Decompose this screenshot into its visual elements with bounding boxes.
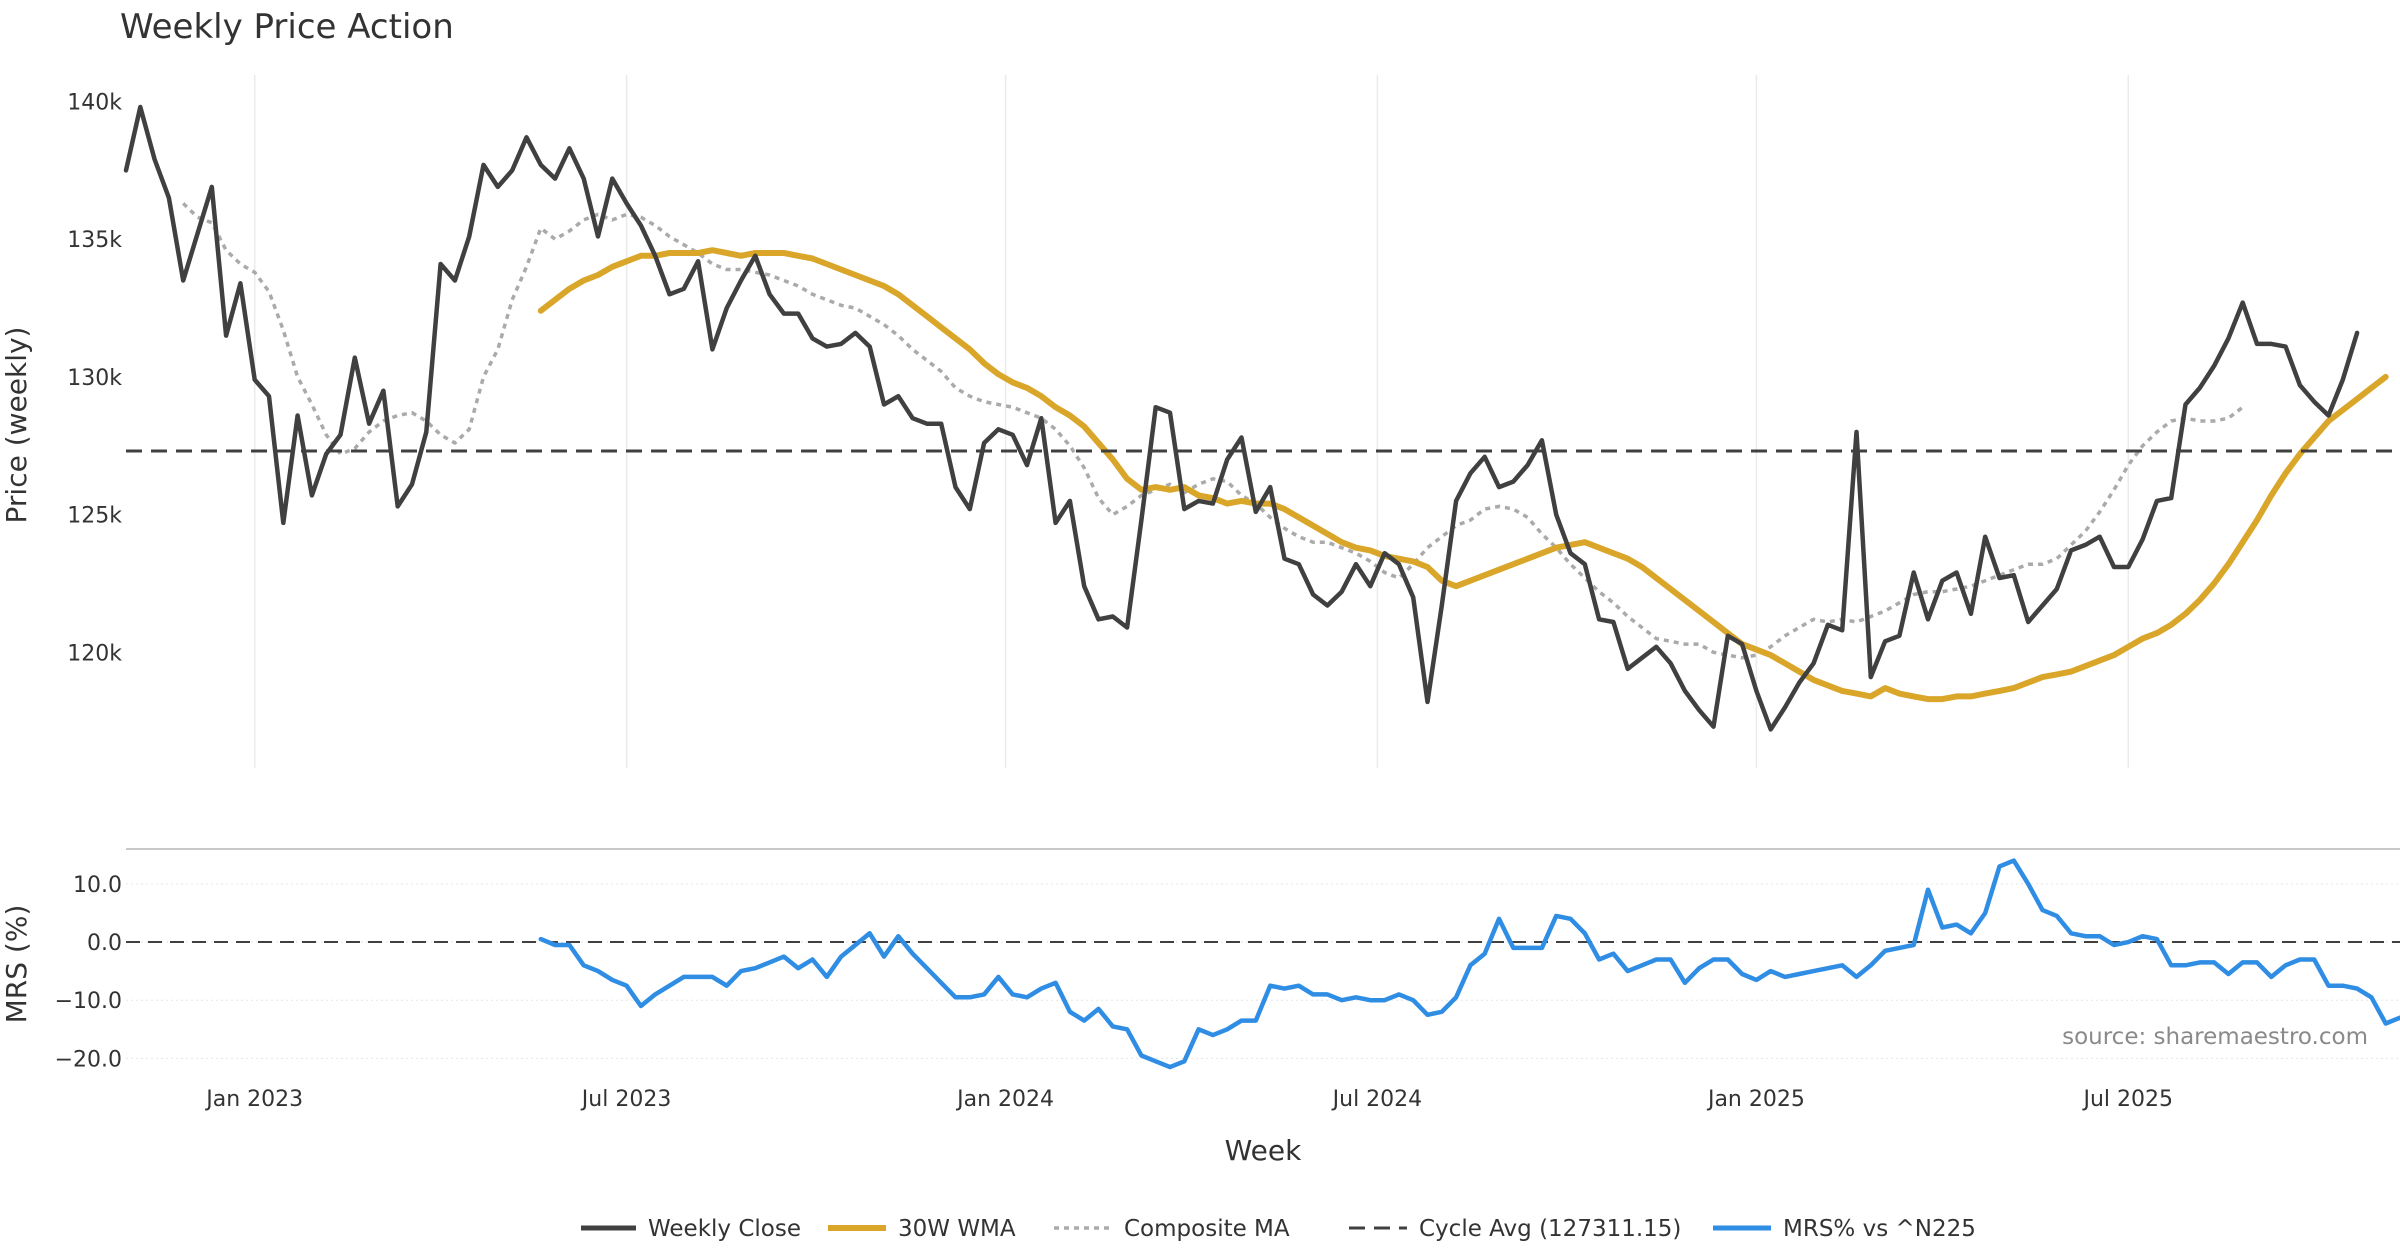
- x-tick-label: Jul 2024: [1331, 1087, 1423, 1112]
- price-y-tick-label: 130k: [67, 366, 122, 391]
- price-panel: 120k 125k 130k 135k 140k Price (weekly): [0, 75, 2400, 768]
- x-axis: Jan 2023 Jul 2023 Jan 2024 Jul 2024 Jan 2025…: [204, 1087, 2173, 1112]
- legend-label-wma: 30W WMA: [898, 1216, 1016, 1242]
- price-y-tick-label: 140k: [67, 91, 122, 116]
- x-tick-label: Jul 2023: [580, 1087, 672, 1112]
- price-y-axis-label: Price (weekly): [0, 327, 33, 524]
- wma-30w-line: [537, 247, 2389, 703]
- x-tick-label: Jul 2025: [2081, 1087, 2173, 1112]
- source-annotation: source: sharemaestro.com: [2062, 1024, 2368, 1050]
- composite-ma-line: [181, 202, 2244, 660]
- legend-label-cycle: Cycle Avg (127311.15): [1419, 1216, 1681, 1242]
- x-tick-label: Jan 2024: [955, 1087, 1054, 1112]
- mrs-y-tick-label: 10.0: [73, 873, 122, 898]
- weekly-close-line: [123, 104, 2360, 732]
- mrs-y-tick-label: −10.0: [55, 989, 122, 1014]
- mrs-y-tick-label: −20.0: [55, 1047, 122, 1072]
- price-y-tick-label: 135k: [67, 228, 122, 253]
- mrs-line: [538, 858, 2400, 1070]
- mrs-y-axis-label: MRS (%): [0, 905, 33, 1024]
- x-tick-label: Jan 2023: [204, 1087, 303, 1112]
- legend-label-composite: Composite MA: [1124, 1216, 1290, 1242]
- chart-title: Weekly Price Action: [120, 7, 454, 47]
- mrs-panel: −20.0 −10.0 0.0 10.0 MRS (%) source: sharem…: [0, 848, 2400, 1072]
- price-y-tick-label: 120k: [67, 641, 122, 666]
- mrs-y-tick-label: 0.0: [87, 931, 122, 956]
- legend-label-mrs: MRS% vs ^N225: [1783, 1216, 1976, 1242]
- price-y-tick-label: 125k: [67, 504, 122, 529]
- x-tick-label: Jan 2025: [1706, 1087, 1805, 1112]
- legend-label-close: Weekly Close: [648, 1216, 801, 1242]
- legend: Weekly Close 30W WMA Composite MA Cycle Avg…: [581, 1216, 1976, 1242]
- x-axis-label: Week: [1225, 1134, 1302, 1167]
